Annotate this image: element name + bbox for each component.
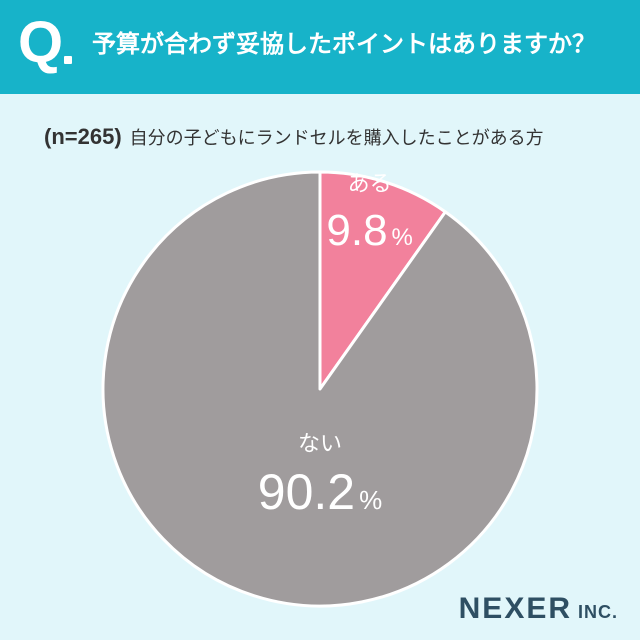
sample-target: 自分の子どもにランドセルを購入したことがある方 — [129, 128, 544, 149]
logo-inc: INC. — [578, 602, 618, 622]
slice-label-aru: ある — [348, 172, 392, 197]
nexer-logo: NEXER INC. — [459, 592, 618, 626]
slice-value-nai: 90.2% — [258, 464, 382, 520]
logo-main: NEXER — [458, 592, 572, 625]
slice-label-nai: ない — [298, 432, 342, 457]
slice-value-aru: 9.8% — [326, 206, 413, 255]
pie-slice-aru — [318, 170, 447, 391]
sample-size: (n=265) — [44, 124, 122, 149]
q-mark: Q — [18, 10, 64, 75]
pie-slice-nai — [101, 170, 539, 608]
q-dot — [64, 56, 72, 64]
question-text: 予算が合わず妥協したポイントはありますか？ — [92, 30, 596, 58]
sample-description: (n=265) 自分の子どもにランドセルを購入したことがある方 — [44, 124, 544, 150]
question-header: Q 予算が合わず妥協したポイントはありますか？ — [0, 0, 640, 94]
